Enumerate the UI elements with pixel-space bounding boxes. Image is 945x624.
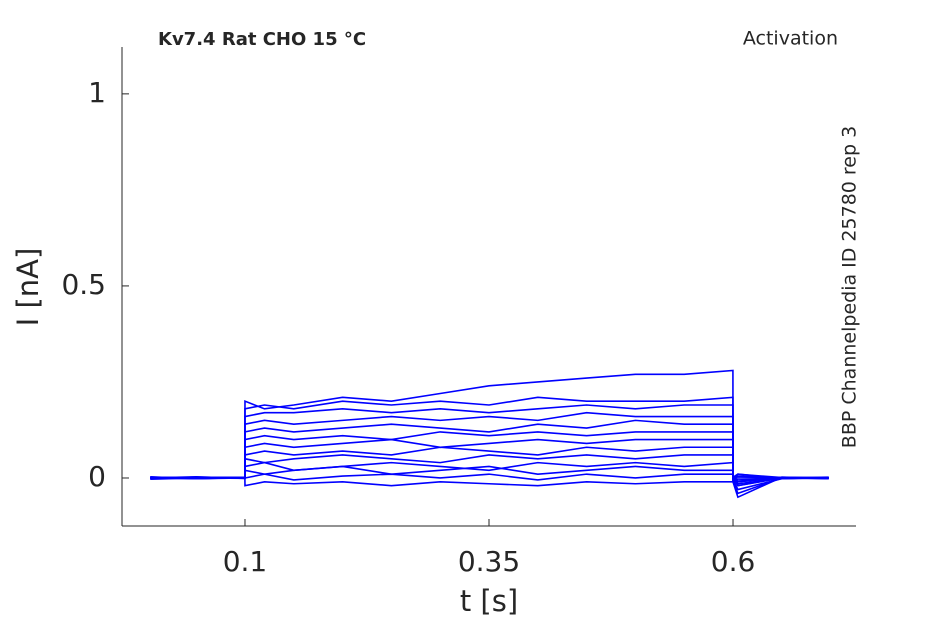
- trace: [150, 369, 829, 499]
- x-tick-label: 0.35: [458, 545, 520, 578]
- annotation: Activation: [743, 28, 838, 50]
- y-tick-label: 1: [88, 76, 106, 109]
- y-tick-label: 0: [88, 460, 106, 493]
- x-axis-label: t [s]: [460, 584, 518, 618]
- side-label: BBP Channelpedia ID 25780 rep 3: [839, 126, 861, 448]
- x-tick-label: 0.1: [223, 545, 268, 578]
- trace: [150, 473, 829, 487]
- y-axis-label: I [nA]: [11, 248, 45, 327]
- x-tick-label: 0.6: [711, 545, 756, 578]
- chart-title: Kv7.4 Rat CHO 15 °C: [158, 29, 366, 50]
- trace: [150, 473, 829, 481]
- y-tick-label: 0.5: [61, 268, 106, 301]
